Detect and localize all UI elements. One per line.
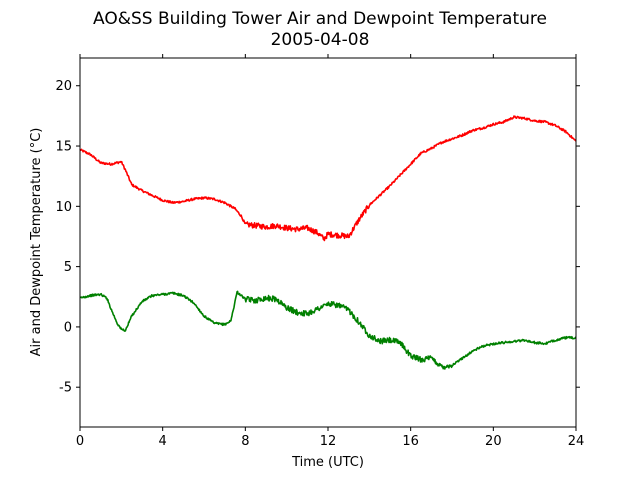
x-tick-label: 20 xyxy=(485,434,502,449)
y-tick-label: 5 xyxy=(64,260,72,275)
y-tick-label: 0 xyxy=(64,320,72,335)
x-tick-label: 8 xyxy=(241,434,249,449)
chart-subtitle: 2005-04-08 xyxy=(271,30,370,50)
chart-title: AO&SS Building Tower Air and Dewpoint Te… xyxy=(93,9,547,29)
plot-frame xyxy=(79,57,577,428)
ticks-layer: 0 4 8 12 16 20 24 -5 0 5 10 15 20 xyxy=(55,54,584,449)
x-tick-label: 4 xyxy=(159,434,167,449)
y-tick-label: -5 xyxy=(59,381,72,396)
x-tick-label: 0 xyxy=(76,434,84,449)
x-tick-label: 12 xyxy=(320,434,337,449)
series-line-0 xyxy=(79,115,577,242)
series-line-1 xyxy=(79,290,577,370)
series-layer xyxy=(79,115,577,370)
x-tick-label: 16 xyxy=(402,434,419,449)
y-tick-label: 20 xyxy=(55,79,72,94)
y-tick-label: 10 xyxy=(55,200,72,215)
x-axis-label: Time (UTC) xyxy=(291,455,364,470)
y-axis-label: Air and Dewpoint Temperature (°C) xyxy=(29,128,44,357)
y-tick-label: 15 xyxy=(55,140,72,155)
x-tick-label: 24 xyxy=(568,434,585,449)
